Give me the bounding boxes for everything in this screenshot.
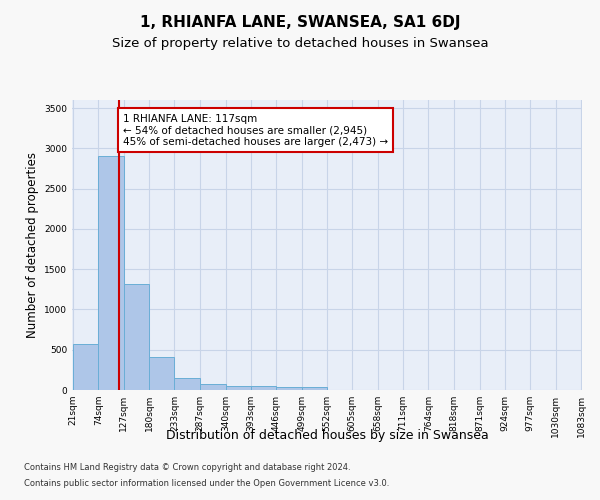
Bar: [251, 386, 276, 390]
Text: 1 RHIANFA LANE: 117sqm
← 54% of detached houses are smaller (2,945)
45% of semi-: 1 RHIANFA LANE: 117sqm ← 54% of detached…: [123, 114, 388, 147]
Text: Contains public sector information licensed under the Open Government Licence v3: Contains public sector information licen…: [24, 478, 389, 488]
Text: Distribution of detached houses by size in Swansea: Distribution of detached houses by size …: [166, 428, 488, 442]
Bar: [226, 386, 251, 390]
Bar: [200, 384, 226, 390]
Text: Contains HM Land Registry data © Crown copyright and database right 2024.: Contains HM Land Registry data © Crown c…: [24, 464, 350, 472]
Bar: [276, 387, 302, 390]
Text: 1, RHIANFA LANE, SWANSEA, SA1 6DJ: 1, RHIANFA LANE, SWANSEA, SA1 6DJ: [140, 15, 460, 30]
Bar: [302, 387, 327, 390]
Bar: [124, 284, 149, 390]
Bar: [149, 356, 175, 390]
Y-axis label: Number of detached properties: Number of detached properties: [26, 152, 38, 338]
Bar: [73, 344, 98, 390]
Text: Size of property relative to detached houses in Swansea: Size of property relative to detached ho…: [112, 38, 488, 51]
Bar: [98, 156, 124, 390]
Bar: [175, 378, 200, 390]
